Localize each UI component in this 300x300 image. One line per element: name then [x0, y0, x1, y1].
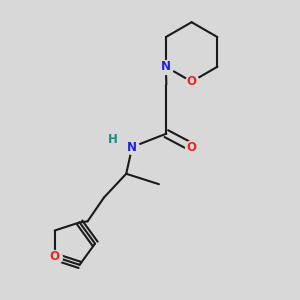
- Text: O: O: [187, 75, 196, 88]
- Text: N: N: [161, 60, 171, 73]
- Text: O: O: [187, 140, 196, 154]
- Text: O: O: [50, 250, 60, 263]
- Text: N: N: [127, 140, 137, 154]
- Text: H: H: [108, 133, 118, 146]
